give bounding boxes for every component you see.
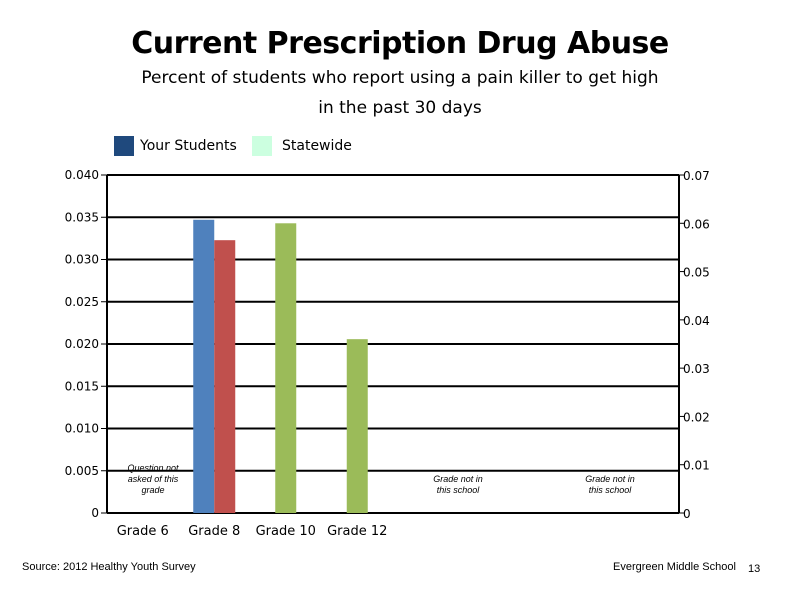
note-1-line-1: Grade not in [433,474,483,484]
category-label: Grade 8 [188,524,240,539]
category-label: Grade 12 [327,524,387,539]
category-label: Grade 10 [256,524,316,539]
left-tick-label: 0.030 [65,253,99,267]
category-label: Grade 6 [117,524,169,539]
left-tick-label: 0.015 [65,379,99,393]
note-2-line-1: Grade not in [585,474,635,484]
right-tick-label: 0.03 [683,362,710,376]
left-tick-label: 0.025 [65,295,99,309]
legend-item-your-students: Your Students [114,136,237,156]
legend-swatch-your-students [114,136,134,156]
bar [193,219,215,513]
left-tick-label: 0.035 [65,210,99,224]
right-tick-label: 0.07 [683,169,710,183]
chart-subtitle-line-2: in the past 30 days [318,98,482,118]
footer-source: Source: 2012 Healthy Youth Survey [22,561,196,573]
right-tick-label: 0.05 [683,266,710,280]
right-tick-label: 0 [683,507,691,521]
chart-title: Current Prescription Drug Abuse [131,26,669,61]
bar [275,223,297,514]
left-tick-label: 0.005 [65,464,99,478]
right-tick-label: 0.06 [683,217,710,231]
legend-item-statewide: Statewide [252,136,352,156]
legend-label-statewide: Statewide [282,138,352,154]
chart-subtitle-line-1: Percent of students who report using a p… [141,68,659,88]
note-grade-6-line-1: Question not [127,463,179,473]
left-tick-label: 0 [91,506,99,520]
right-tick-label: 0.02 [683,410,710,424]
legend-label-your-students: Your Students [140,138,237,154]
note-2-line-2: this school [588,485,632,495]
note-grade-6-line-3: grade [141,485,165,495]
note-grade-not-in-school-1: Grade not in this school [418,474,498,496]
footer-school: Evergreen Middle School [613,561,736,573]
right-tick-label: 0.04 [683,314,710,328]
right-tick-label: 0.01 [683,459,710,473]
note-1-line-2: this school [436,485,480,495]
left-tick-label: 0.020 [65,337,99,351]
legend-swatch-statewide [252,136,272,156]
left-tick-label: 0.040 [65,168,99,182]
note-grade-6: Question not asked of this grade [119,463,187,496]
bar [214,240,236,513]
page-number: 13 [748,563,761,575]
bar [346,339,368,513]
note-grade-not-in-school-2: Grade not in this school [570,474,650,496]
note-grade-6-line-2: asked of this [127,474,179,484]
left-tick-label: 0.010 [65,422,99,436]
